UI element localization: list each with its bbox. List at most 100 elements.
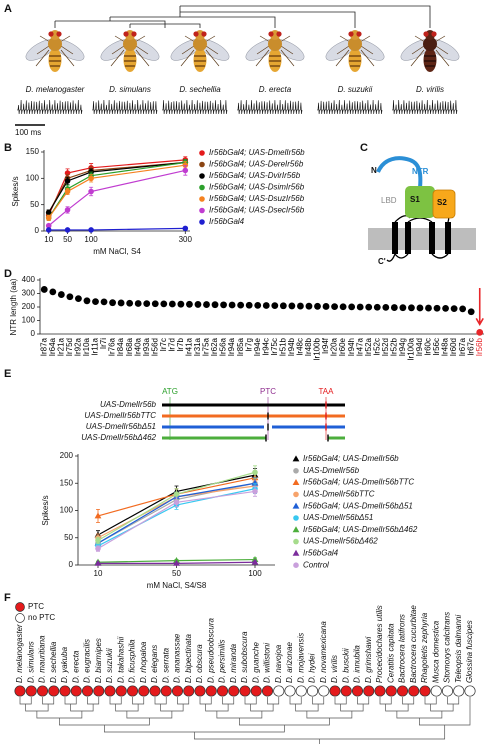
species-name: D. suzukii [338, 85, 373, 94]
x-tick-label: 100 [84, 235, 98, 244]
dot [373, 303, 381, 311]
ptc-status [104, 685, 116, 697]
dot [134, 300, 142, 307]
dot [399, 304, 407, 312]
y-tick-label: 150 [26, 147, 40, 156]
species-name: D. guanche [251, 642, 260, 683]
x-tick-label: Ir67a [458, 337, 467, 356]
data-point [64, 188, 71, 195]
dot [228, 301, 236, 309]
ptc-status [194, 685, 206, 697]
x-tick-label: Ir67c [466, 338, 475, 356]
x-tick-label: Ir76a [108, 337, 117, 356]
eye [56, 31, 62, 37]
ptc-status [14, 685, 26, 697]
dot [356, 303, 364, 311]
legend-label: Ir56bGal4; UAS-DsimIr56b [209, 183, 305, 192]
dot [117, 299, 125, 307]
x-tick-label: Ir94a [227, 337, 236, 356]
legend-label: Control [303, 560, 329, 569]
species-name: D. elegans [150, 645, 159, 683]
panel-label: E [4, 368, 11, 380]
data-point [88, 188, 94, 195]
legend-label: UAS-DmelIr56bΔ51 [303, 513, 373, 522]
series-line [48, 161, 186, 213]
n-terminus: N [371, 166, 377, 175]
fly [400, 30, 460, 72]
species-name: D. subobscura [240, 631, 249, 683]
panel-label: D [4, 268, 12, 280]
trace [17, 99, 83, 115]
eye [193, 31, 199, 37]
legend-label: Ir56bGal4; UAS-DvirIr56b [209, 171, 301, 180]
data-point [45, 227, 52, 233]
data-point [88, 227, 94, 233]
legend-marker [199, 161, 205, 168]
ptc-status [295, 685, 307, 697]
dot [237, 301, 245, 309]
y-tick-label: 50 [30, 200, 39, 209]
dot [126, 299, 134, 307]
x-tick-label: Ir62a [210, 337, 219, 356]
series-line [48, 164, 186, 219]
dot [203, 301, 210, 308]
y-axis-label: Spikes/s [11, 176, 20, 206]
dot [262, 302, 270, 309]
x-tick-label: Ir85a [236, 337, 245, 356]
legend-marker [199, 219, 205, 225]
arrow [475, 288, 484, 326]
species-name: Rhagoletis zephyria [420, 612, 429, 683]
x-tick-label: Ir56d [150, 338, 159, 356]
ptc-status [419, 685, 431, 697]
series-line [48, 227, 186, 231]
data-point [94, 559, 102, 566]
fly [325, 30, 385, 72]
eye [276, 31, 282, 37]
x-tick-label: Ir48a [441, 337, 450, 356]
x-tick-label: Ir10a [82, 337, 91, 356]
ptc-status [250, 685, 262, 697]
dot [40, 286, 48, 293]
panel-label: A [4, 3, 12, 15]
data-point [173, 491, 180, 497]
dot [476, 328, 484, 336]
dot [288, 302, 296, 310]
species-name: D. mojavensis [296, 633, 305, 683]
x-tick-label: Ir60d [449, 338, 458, 356]
x-tick-label: 300 [179, 235, 193, 244]
legend-label: PTC [28, 602, 44, 611]
species-name: D. biarmipes [94, 638, 103, 683]
abdomen [268, 48, 282, 72]
thorax [193, 37, 207, 51]
species-name: D. virilis [416, 85, 444, 94]
eye [431, 31, 437, 37]
dot [467, 308, 475, 316]
eye [356, 31, 362, 37]
phylogeny [54, 5, 431, 28]
y-tick-label: 300 [22, 289, 36, 298]
x-tick-label: Ir64a [48, 337, 57, 356]
ptc-status [149, 685, 161, 697]
trace [237, 99, 303, 115]
legend-marker [199, 173, 205, 179]
series-line [48, 161, 186, 213]
species-name: Bactrocera cucurbitae [409, 605, 418, 683]
legend-label: Ir56bGal4; UAS-DmelIr56b [209, 148, 305, 157]
species-name: D. innubila [353, 645, 362, 683]
species-name: D. sechellia [179, 85, 221, 94]
ptc-status [171, 685, 184, 697]
y-tick-label: 0 [31, 329, 36, 338]
species-name: D. navojoa [274, 644, 283, 683]
dot [279, 302, 287, 310]
legend-label: Ir56bGal4 [209, 217, 245, 226]
s1-domain [405, 186, 435, 218]
species-name: D. grimshawi [364, 637, 373, 683]
species-name: D. ananassae [173, 633, 182, 683]
dot [331, 303, 338, 310]
trace [392, 99, 458, 115]
ptc-label: PTC [260, 387, 276, 396]
x-tick-label: Ir7i [99, 338, 108, 349]
y-tick-label: 50 [64, 533, 73, 542]
x-tick-label: Ir20a [330, 337, 339, 356]
stripes [269, 55, 281, 67]
